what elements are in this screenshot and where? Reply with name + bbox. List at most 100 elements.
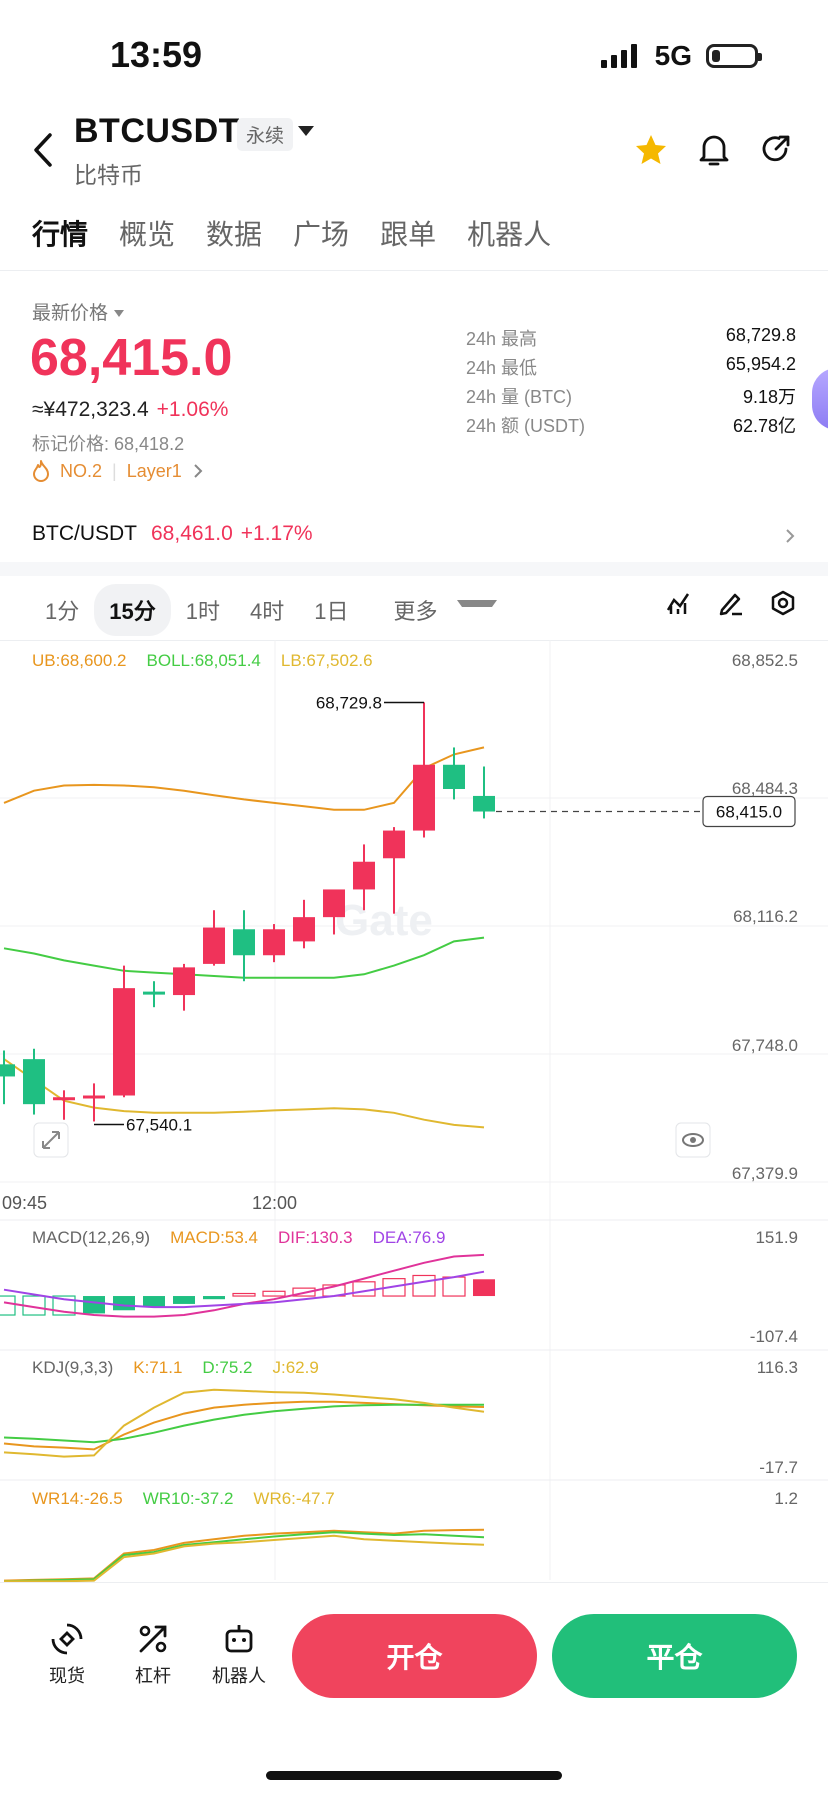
price-tick: 68,116.2 (733, 907, 798, 926)
current-price-label: 68,415.0 (716, 803, 782, 822)
close-position-button[interactable]: 平仓 (552, 1614, 797, 1698)
eye-icon (682, 1133, 704, 1147)
kline-chart[interactable]: Gate 68,729.8 67,540.1 68,415.0 (0, 640, 828, 1585)
wr6-value: WR6:-47.7 (253, 1489, 335, 1508)
candle-body (233, 929, 255, 956)
candle-body (383, 830, 405, 859)
macd-bar (292, 1287, 316, 1297)
tab-square[interactable]: 广场 (293, 219, 350, 250)
spot-icon (51, 1623, 83, 1655)
macd-name: MACD(12,26,9) (32, 1228, 151, 1247)
section-separator (0, 562, 828, 576)
chart-tools (666, 590, 796, 616)
macd-bar (0, 1295, 16, 1316)
tab-overview[interactable]: 概览 (119, 219, 176, 250)
wr6-line (4, 1534, 485, 1583)
last-price-label[interactable]: 最新价格 (32, 298, 125, 325)
bottom-divider (0, 1582, 828, 1583)
main-tabs: 行情 概览 数据 广场 跟单 机器人 (32, 213, 551, 253)
wr-legend: WR14:-26.5 WR10:-37.2 WR6:-47.7 (32, 1489, 335, 1509)
interval-15m[interactable]: 15分 (94, 584, 171, 637)
assistant-bubble[interactable] (812, 368, 828, 430)
macd-bar (442, 1276, 466, 1297)
expand-icon (42, 1131, 60, 1149)
kdj-j-line (3, 1388, 485, 1458)
interval-1h[interactable]: 1时 (185, 599, 220, 625)
interval-4h[interactable]: 4时 (249, 599, 285, 625)
macd-tick: -107.4 (749, 1327, 798, 1346)
stat-volume: 24h 量 (BTC) 9.18万 (466, 387, 796, 407)
boll-ub-label: UB:68,600.2 (32, 651, 127, 670)
sector-tag: Layer1 (126, 460, 182, 481)
coin-tags[interactable]: NO.2 | Layer1 (32, 460, 204, 482)
nav-leverage[interactable]: 杠杆 (126, 1622, 180, 1688)
chevron-down-icon (456, 599, 497, 627)
macd-bar (262, 1290, 286, 1297)
draw-icon[interactable] (718, 590, 744, 616)
home-indicator (266, 1771, 562, 1780)
bottom-nav: 现货 杠杆 机器人 (40, 1622, 266, 1688)
leverage-icon (139, 1625, 167, 1653)
wr10-value: WR10:-37.2 (142, 1489, 234, 1508)
macd-tick: 151.9 (755, 1228, 798, 1247)
candle-body (263, 929, 285, 956)
tab-market[interactable]: 行情 (32, 219, 89, 250)
dif-value: DIF:130.3 (277, 1228, 353, 1247)
macd-bar (83, 1296, 105, 1314)
macd-dif-line (3, 1253, 485, 1318)
boll-upper-line (3, 746, 485, 811)
tab-bot[interactable]: 机器人 (467, 219, 552, 250)
boll-lb-label: LB:67,502.6 (280, 651, 373, 670)
boll-mid-label: BOLL:68,051.4 (146, 651, 261, 670)
fire-icon (33, 460, 49, 482)
tab-data[interactable]: 数据 (206, 219, 263, 250)
interval-1d[interactable]: 1日 (314, 599, 349, 625)
coin-name: 比特币 (74, 162, 143, 188)
pair-symbol[interactable]: BTCUSDT (74, 112, 240, 150)
star-icon[interactable] (634, 133, 668, 167)
stat-low: 24h 最低 65,954.2 (466, 354, 796, 378)
macd-bar (113, 1296, 135, 1311)
status-time: 13:59 (110, 34, 203, 75)
network-label: 5G (654, 40, 692, 71)
chevron-right-icon (194, 464, 203, 478)
price-tick: 67,379.9 (731, 1164, 798, 1183)
wr-tick: 1.2 (774, 1489, 798, 1508)
time-tick: 12:00 (252, 1193, 298, 1213)
indicator-icon[interactable] (666, 590, 692, 616)
low-marker-label: 67,540.1 (126, 1116, 192, 1135)
stat-turnover: 24h 额 (USDT) 62.78亿 (466, 416, 796, 436)
macd-bar (203, 1296, 225, 1300)
kdj-d-line (3, 1403, 484, 1444)
interval-more[interactable]: 更多 (363, 584, 511, 637)
tab-copy-trade[interactable]: 跟单 (380, 219, 437, 250)
candle-body (413, 764, 435, 831)
nav-robot[interactable]: 机器人 (212, 1622, 266, 1688)
candle-body (203, 927, 225, 964)
spot-price-row[interactable]: BTC/USDT 68,461.0 +1.17% (32, 522, 313, 546)
watermark-logo: Gate (335, 896, 433, 945)
chevron-right-icon[interactable] (784, 527, 796, 545)
mark-price: 标记价格: 68,418.2 (32, 434, 185, 454)
candle-body (473, 795, 495, 812)
share-icon[interactable] (760, 133, 792, 165)
nav-spot[interactable]: 现货 (40, 1622, 94, 1688)
open-position-button[interactable]: 开仓 (292, 1614, 537, 1698)
bell-icon[interactable] (698, 133, 730, 167)
last-price: 68,415.0 (30, 329, 233, 387)
macd-value: MACD:53.4 (170, 1228, 258, 1247)
price-change: +1.06% (156, 398, 229, 421)
wr10-line (3, 1531, 485, 1583)
settings-icon[interactable] (770, 590, 796, 616)
back-arrow-icon[interactable] (30, 132, 56, 168)
kdj-k: K:71.1 (133, 1358, 183, 1377)
macd-bar (52, 1295, 76, 1316)
interval-1m[interactable]: 1分 (45, 599, 80, 625)
candle-body (323, 889, 345, 918)
candle-body (143, 991, 165, 995)
cny-price: ≈¥472,323.4 (32, 398, 149, 421)
wr14-value: WR14:-26.5 (32, 1489, 123, 1508)
price-tick: 68,484.3 (731, 779, 798, 798)
stat-high: 24h 最高 68,729.8 (466, 325, 796, 349)
chevron-down-icon[interactable] (298, 126, 314, 136)
